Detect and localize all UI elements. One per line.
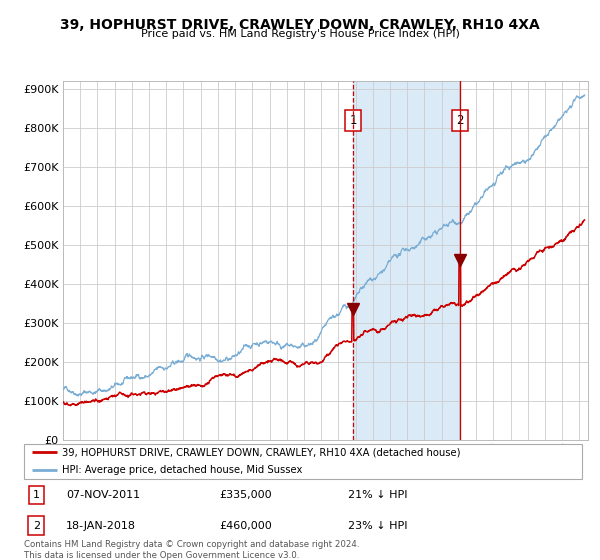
Text: Price paid vs. HM Land Registry's House Price Index (HPI): Price paid vs. HM Land Registry's House … bbox=[140, 29, 460, 39]
Text: 07-NOV-2011: 07-NOV-2011 bbox=[66, 490, 140, 500]
Text: 39, HOPHURST DRIVE, CRAWLEY DOWN, CRAWLEY, RH10 4XA: 39, HOPHURST DRIVE, CRAWLEY DOWN, CRAWLE… bbox=[60, 18, 540, 32]
Bar bbox=[353, 81, 460, 440]
Text: 1: 1 bbox=[33, 490, 40, 500]
Text: 2: 2 bbox=[33, 521, 40, 530]
FancyBboxPatch shape bbox=[24, 444, 582, 479]
Text: 18-JAN-2018: 18-JAN-2018 bbox=[66, 521, 136, 530]
Text: HPI: Average price, detached house, Mid Sussex: HPI: Average price, detached house, Mid … bbox=[62, 465, 302, 475]
Text: Contains HM Land Registry data © Crown copyright and database right 2024.
This d: Contains HM Land Registry data © Crown c… bbox=[24, 540, 359, 560]
Text: 1: 1 bbox=[349, 114, 357, 127]
Text: 2: 2 bbox=[456, 114, 464, 127]
Text: £335,000: £335,000 bbox=[220, 490, 272, 500]
Text: 39, HOPHURST DRIVE, CRAWLEY DOWN, CRAWLEY, RH10 4XA (detached house): 39, HOPHURST DRIVE, CRAWLEY DOWN, CRAWLE… bbox=[62, 447, 460, 458]
Text: 23% ↓ HPI: 23% ↓ HPI bbox=[347, 521, 407, 530]
Text: 21% ↓ HPI: 21% ↓ HPI bbox=[347, 490, 407, 500]
Text: £460,000: £460,000 bbox=[220, 521, 272, 530]
